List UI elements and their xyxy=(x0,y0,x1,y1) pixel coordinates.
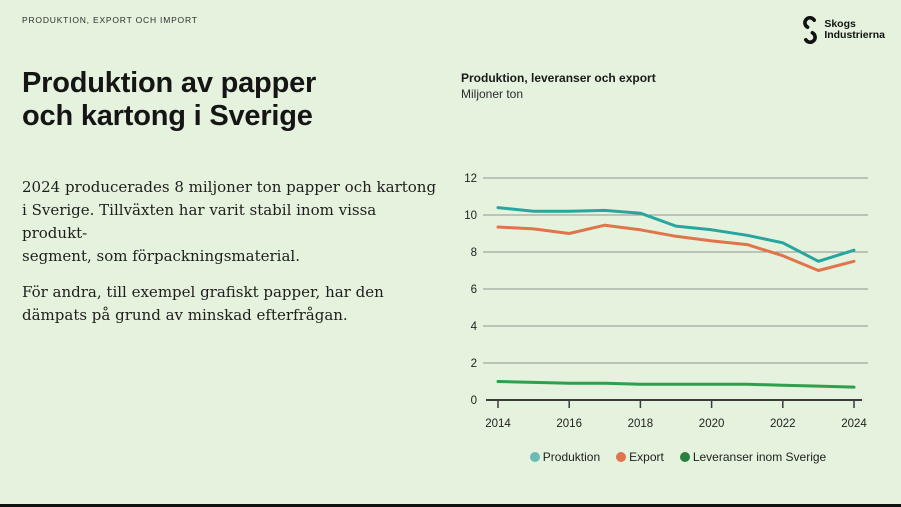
legend-label: Produktion xyxy=(542,450,601,464)
series-line-leveranser-inom-sverige xyxy=(496,380,856,389)
page-title: Produktion av papper och kartong i Sveri… xyxy=(22,67,316,133)
legend-label: Leveranser inom Sverige xyxy=(692,450,827,464)
logo-line-1: Skogs xyxy=(824,18,856,30)
line-chart: 0 2 4 6 8 10 12 2014 2016 2018 2020 2022 2024 xyxy=(464,173,868,430)
x-tick-label: 2014 xyxy=(485,418,511,430)
body-paragraph-2: För andra, till exempel grafiskt papper,… xyxy=(22,281,442,327)
chart-header: Produktion, leveranser och export Miljon… xyxy=(461,70,656,102)
body-line: För andra, till exempel grafiskt papper,… xyxy=(22,283,384,301)
y-tick-label: 0 xyxy=(471,395,477,407)
legend-dot xyxy=(529,452,540,462)
chart-legend: Produktion Export Leveranser inom Sverige xyxy=(455,450,901,464)
y-tick-label: 10 xyxy=(464,210,477,222)
legend-item-produktion: Produktion xyxy=(529,450,601,464)
body-line: 2024 producerades 8 miljoner ton papper … xyxy=(22,178,437,196)
legend-dot xyxy=(679,452,690,462)
series-line-produktion xyxy=(496,206,856,263)
x-tick-label: 2022 xyxy=(770,418,796,430)
body-copy: 2024 producerades 8 miljoner ton papper … xyxy=(22,176,442,340)
page-title-line-2: och kartong i Sverige xyxy=(22,100,313,133)
y-tick-label: 2 xyxy=(471,358,477,370)
body-line: i Sverige. Tillväxten har varit stabil i… xyxy=(22,201,377,242)
legend-dot xyxy=(616,452,627,462)
series-line-export xyxy=(496,223,856,272)
x-tick-label: 2016 xyxy=(556,418,582,430)
y-tick-label: 6 xyxy=(471,284,477,296)
page-title-line-1: Produktion av papper xyxy=(22,67,317,99)
logo: Skogs Industrierna xyxy=(799,16,885,44)
body-paragraph-1: 2024 producerades 8 miljoner ton papper … xyxy=(22,176,442,268)
x-tick-label: 2018 xyxy=(628,418,654,430)
y-tick-label: 8 xyxy=(471,247,477,259)
logo-line-2: Industrierna xyxy=(824,29,885,42)
x-tick-label: 2024 xyxy=(841,418,867,430)
logo-text: Skogs Industrierna xyxy=(824,16,885,42)
chart-title: Produktion, leveranser och export xyxy=(461,71,656,85)
body-line: segment, som förpackningsmaterial. xyxy=(22,247,300,265)
chart-subtitle: Miljoner ton xyxy=(461,87,524,101)
bottom-bar xyxy=(0,504,901,507)
legend-item-export: Export xyxy=(616,450,664,464)
y-tick-label: 12 xyxy=(464,173,477,185)
body-line: dämpats på grund av minskad efterfrågan. xyxy=(22,306,348,324)
eyebrow: PRODUKTION, EXPORT OCH IMPORT xyxy=(22,15,198,25)
x-tick-label: 2020 xyxy=(699,418,725,430)
y-tick-label: 4 xyxy=(471,321,478,333)
legend-item-leveranser-inom-sverige: Leveranser inom Sverige xyxy=(679,450,827,464)
legend-label: Export xyxy=(629,450,664,464)
skogsindustrierna-logo-icon xyxy=(799,16,821,44)
